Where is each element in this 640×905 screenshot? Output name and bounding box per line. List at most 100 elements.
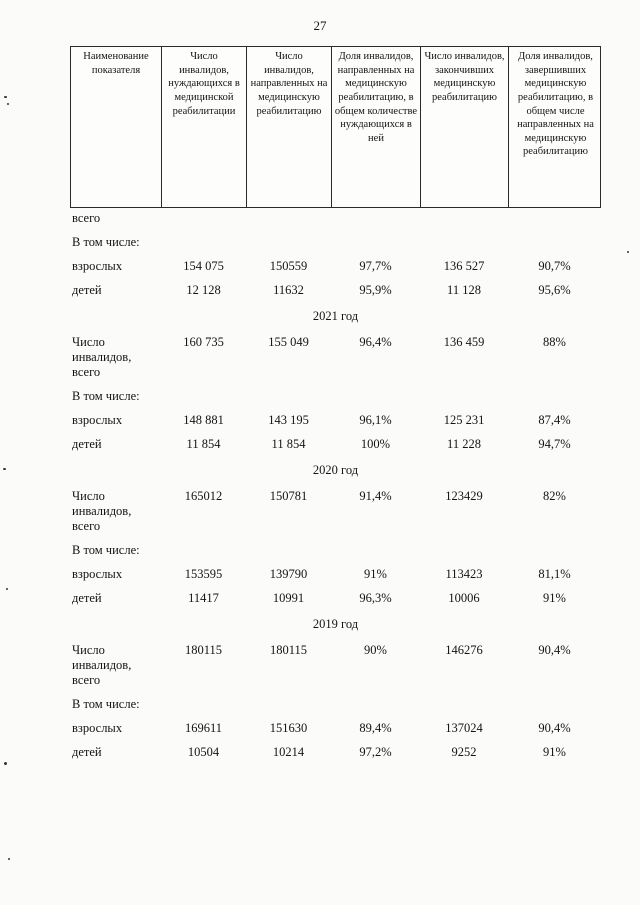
cell-value: 150559 — [269, 259, 308, 273]
cell-value: 91,4% — [359, 489, 392, 503]
year-label: 2019 год — [312, 617, 359, 631]
row-label: В том числе: — [72, 543, 140, 557]
table-row: Число инвалидов, всего 180115 180115 90% 146… — [70, 643, 601, 688]
cell-value: 146276 — [445, 643, 483, 657]
cell-value: 87,4% — [538, 413, 571, 427]
cell-value: 151630 — [269, 721, 308, 735]
scan-speck — [627, 251, 629, 253]
cell-value: 81,1% — [538, 567, 571, 581]
cell-value: 125 231 — [443, 413, 485, 427]
table-row: взрослых 169611 151630 89,4% 137024 90,4% — [70, 721, 601, 736]
cell-value: 11 128 — [447, 283, 481, 297]
cell-value: 97,2% — [359, 745, 392, 759]
row-label: детей — [72, 745, 102, 759]
cell-value: 11417 — [188, 591, 219, 605]
header-cell-share-directed: Доля инвалидов, направленных на медицинс… — [332, 47, 421, 207]
cell-value: 100% — [360, 437, 391, 451]
cell-value: 89,4% — [359, 721, 392, 735]
table-label-row: В том числе: — [70, 543, 601, 558]
cell-value: 148 881 — [183, 413, 224, 427]
cell-value: 10006 — [448, 591, 480, 605]
cell-value: 9252 — [451, 745, 477, 759]
table-row: взрослых 148 881 143 195 96,1% 125 231 87,4% — [70, 413, 601, 428]
header-cell-share-completed: Доля инвалидов, завершивших медицинскую … — [517, 51, 594, 158]
cell-value: 143 195 — [268, 413, 309, 427]
row-label: детей — [72, 283, 102, 297]
table-header: Наименование показателя Число инвалидов,… — [70, 46, 601, 208]
scan-speck — [4, 762, 7, 765]
cell-value: 90,7% — [538, 259, 571, 273]
cell-value: 90,4% — [538, 643, 571, 657]
cell-value: 95,6% — [538, 283, 571, 297]
header-cell-needing-rehab: Число инвалидов, нуждающихся в медицинск… — [162, 47, 247, 207]
cell-value: 180115 — [269, 643, 308, 657]
cell-value: 180115 — [184, 643, 223, 657]
cell-value: 96,1% — [359, 413, 392, 427]
row-label: В том числе: — [72, 389, 140, 403]
cell-value: 155 049 — [268, 335, 309, 349]
scan-speck — [8, 858, 10, 860]
cell-value: 96,3% — [359, 591, 392, 605]
scan-speck — [4, 96, 7, 98]
table-row: Число инвалидов, всего 165012 150781 91,4% 1… — [70, 489, 601, 534]
header-cell-completed-rehab: Число инвалидов, закончивших медицинскую… — [421, 47, 509, 207]
scan-speck — [3, 468, 6, 470]
row-label: детей — [72, 437, 102, 451]
row-label: взрослых — [72, 413, 123, 427]
table-row: взрослых 154 075 150559 97,7% 136 527 90,7% — [70, 259, 601, 274]
row-label: Число инвалидов, всего — [72, 643, 132, 687]
row-label: Число инвалидов, всего — [72, 335, 132, 379]
row-label: детей — [72, 591, 102, 605]
cell-value: 10991 — [272, 591, 305, 605]
year-label: 2020 год — [312, 463, 359, 477]
row-label: В том числе: — [72, 697, 140, 711]
table-label-row: В том числе: — [70, 389, 601, 404]
table-row: детей 12 128 11632 95,9% 11 128 95,6% — [70, 283, 601, 298]
cell-value: 11 854 — [271, 437, 306, 451]
header-cell-directed-rehab: Число инвалидов, направленных на медицин… — [247, 47, 332, 207]
cell-value: 160 735 — [183, 335, 224, 349]
cell-value: 90,4% — [538, 721, 571, 735]
row-label: всего — [72, 211, 101, 225]
cell-value: 11 854 — [186, 437, 221, 451]
cell-value: 12 128 — [186, 283, 221, 297]
cell-value: 150781 — [269, 489, 308, 503]
cell-value: 153595 — [184, 567, 223, 581]
table-row: детей 11 854 11 854 100% 11 228 94,7% — [70, 437, 601, 452]
cell-value: 96,4% — [359, 335, 392, 349]
cell-value: 139790 — [269, 567, 308, 581]
table-body: всего В том числе: взрослых 154 075 150559 97… — [70, 211, 601, 760]
row-label: взрослых — [72, 259, 123, 273]
table-row: Число инвалидов, всего 160 735 155 049 96,4… — [70, 335, 601, 380]
cell-value: 97,7% — [359, 259, 392, 273]
cell-value: 91% — [543, 745, 566, 759]
table-label-row: В том числе: — [70, 235, 601, 250]
table-row: взрослых 153595 139790 91% 113423 81,1% — [70, 567, 601, 582]
cell-value: 165012 — [184, 489, 223, 503]
year-divider: 2019 год — [70, 615, 601, 633]
cell-value: 136 459 — [443, 335, 485, 349]
scan-speck — [6, 588, 8, 590]
cell-value: 90% — [364, 643, 387, 657]
cell-value: 136 527 — [443, 259, 485, 273]
cell-value: 10214 — [272, 745, 305, 759]
cell-value: 94,7% — [538, 437, 571, 451]
year-divider: 2020 год — [70, 461, 601, 479]
table-row: детей 11417 10991 96,3% 10006 91% — [70, 591, 601, 606]
cell-value: 11632 — [273, 283, 304, 297]
cell-value: 91% — [543, 591, 566, 605]
page-number: 27 — [313, 18, 327, 33]
cell-value: 137024 — [445, 721, 483, 735]
rehabilitation-statistics-table: Наименование показателя Число инвалидов,… — [70, 46, 601, 769]
cell-value: 82% — [543, 489, 566, 503]
year-divider: 2021 год — [70, 307, 601, 325]
row-label: взрослых — [72, 721, 123, 735]
table-label-row: всего — [70, 211, 601, 226]
table-label-row: В том числе: — [70, 697, 601, 712]
cell-value: 123429 — [445, 489, 483, 503]
cell-value: 10504 — [187, 745, 220, 759]
cell-value: 113423 — [445, 567, 483, 581]
row-label: В том числе: — [72, 235, 140, 249]
cell-value: 95,9% — [359, 283, 392, 297]
row-label: взрослых — [72, 567, 123, 581]
